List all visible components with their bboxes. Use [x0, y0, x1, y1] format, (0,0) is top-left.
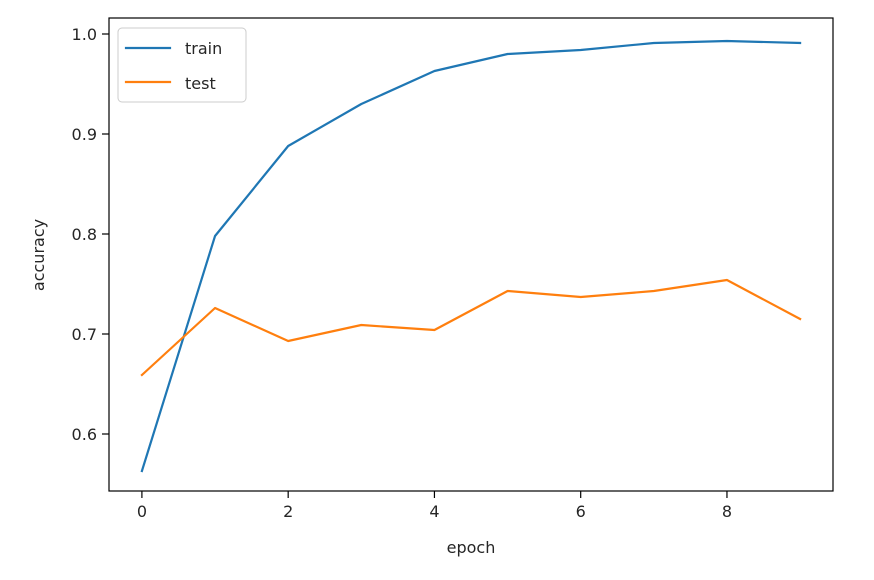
- x-tick-label: 6: [576, 502, 586, 521]
- x-axis-ticks: 0 2 4 6 8: [137, 491, 732, 521]
- y-tick-label: 0.8: [72, 225, 97, 244]
- x-tick-label: 4: [429, 502, 439, 521]
- plot-frame: [108, 17, 834, 492]
- x-tick-label: 8: [722, 502, 732, 521]
- y-axis-ticks: 0.6 0.7 0.8 0.9 1.0: [72, 25, 109, 444]
- x-axis-label: epoch: [447, 538, 496, 557]
- y-tick-label: 0.6: [72, 425, 97, 444]
- legend: train test: [117, 27, 247, 103]
- y-tick-label: 0.9: [72, 125, 97, 144]
- x-tick-label: 0: [137, 502, 147, 521]
- y-axis-label: accuracy: [29, 219, 48, 291]
- y-tick-label: 1.0: [72, 25, 97, 44]
- legend-box: [117, 27, 247, 103]
- y-tick-label: 0.7: [72, 325, 97, 344]
- legend-label-test: test: [185, 74, 216, 93]
- series-line-train: [140, 39, 802, 473]
- series-layer: [140, 39, 802, 473]
- x-tick-label: 2: [283, 502, 293, 521]
- legend-label-train: train: [185, 39, 222, 58]
- series-line-test: [140, 278, 802, 377]
